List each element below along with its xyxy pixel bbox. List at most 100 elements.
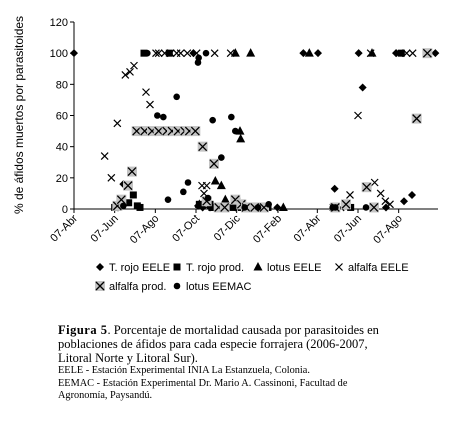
point-t-rojo-eele — [408, 190, 416, 199]
point-alfalfa-prod — [369, 202, 379, 213]
point-lotus-eele — [304, 48, 314, 57]
x-tick-label: 07-Dic — [212, 212, 243, 243]
point-lotus-eemac — [144, 49, 151, 57]
x-tick-label: 07-Ago — [128, 213, 162, 247]
point-alfalfa-prod — [411, 113, 422, 124]
point-alfalfa-eele — [130, 61, 138, 70]
point-alfalfa-eele — [146, 100, 154, 109]
point-lotus-eele — [230, 48, 240, 57]
point-lotus-eele — [216, 180, 226, 190]
point-alfalfa-prod — [361, 182, 372, 193]
point-lotus-eemac — [232, 127, 239, 135]
point-t-rojo-eele — [314, 49, 322, 58]
point-alfalfa-eele — [166, 49, 175, 58]
point-alfalfa-eele — [142, 88, 150, 97]
series-lotus-eele — [194, 48, 377, 211]
point-alfalfa-eele — [160, 49, 169, 58]
x-tick-label: 07-Oct — [170, 213, 202, 245]
caption-note-eemac: EEMAC - Estación Experimental Dr. Mario … — [58, 377, 348, 402]
point-alfalfa-eele — [121, 71, 130, 79]
point-alfalfa-eele — [408, 49, 417, 58]
y-tick-label: 40 — [56, 142, 68, 154]
figure-caption: Figura 5. Porcentaje de mortalidad causa… — [58, 323, 388, 403]
point-lotus-eemac — [173, 93, 180, 101]
point-lotus-eele — [236, 133, 246, 143]
point-alfalfa-eele — [395, 49, 404, 58]
point-lotus-eemac — [254, 204, 262, 211]
legend-label-t-rojo-prod: T. rojo prod. — [186, 262, 244, 274]
point-alfalfa-prod — [116, 194, 127, 205]
legend-marker-t-rojo-eele — [96, 263, 104, 271]
point-t-rojo-eele — [358, 83, 367, 92]
point-lotus-eele — [194, 199, 204, 208]
point-alfalfa-prod — [209, 158, 219, 169]
point-t-rojo-eele — [382, 203, 390, 212]
point-alfalfa-eele — [370, 178, 379, 187]
caption-note-eele: EELE - Estación Experimental INIA La Est… — [58, 365, 310, 376]
point-alfalfa-prod — [219, 202, 230, 213]
legend-label-lotus-eele: lotus EELE — [267, 262, 321, 274]
point-t-rojo-prod — [165, 49, 173, 57]
point-alfalfa-prod — [131, 126, 142, 137]
point-lotus-eemac — [228, 113, 235, 121]
point-alfalfa-eele — [113, 119, 122, 128]
y-tick-label: 0 — [62, 204, 68, 216]
point-alfalfa-eele — [226, 49, 235, 58]
x-tick-label: 07-Abr — [292, 212, 324, 244]
legend-label-t-rojo-eele: T. rojo EELE — [109, 262, 170, 274]
y-axis-label: % de áfidos muertos por parasitoides — [12, 16, 26, 214]
point-t-rojo-prod — [229, 203, 237, 211]
point-lotus-eemac — [195, 54, 202, 62]
legend-marker-alfalfa-eele — [335, 263, 343, 271]
point-alfalfa-eele — [366, 49, 375, 58]
point-lotus-eele — [278, 202, 288, 211]
point-t-rojo-prod — [136, 203, 144, 211]
point-alfalfa-eele — [376, 189, 385, 198]
point-alfalfa-prod — [127, 166, 137, 177]
point-lotus-eemac — [202, 49, 210, 57]
point-lotus-eemac — [241, 204, 248, 211]
point-lotus-eemac — [218, 154, 225, 161]
y-tick-label: 20 — [56, 173, 68, 185]
y-tick-label: 80 — [56, 79, 68, 91]
x-tick-label: 07-Ago — [371, 213, 405, 247]
point-alfalfa-prod — [190, 126, 201, 137]
point-t-rojo-eele — [273, 203, 282, 212]
point-t-rojo-eele — [299, 49, 308, 58]
point-lotus-eemac — [184, 179, 192, 186]
point-t-rojo-eele — [354, 49, 363, 58]
legend-marker-lotus-eele — [253, 262, 263, 271]
point-alfalfa-eele — [346, 191, 354, 199]
caption-label: Figura 5 — [58, 323, 108, 337]
point-lotus-eele — [246, 48, 256, 57]
point-t-rojo-eele — [70, 49, 78, 58]
legend-marker-t-rojo-prod — [173, 263, 181, 271]
series-alfalfa-prod — [112, 48, 433, 213]
legend: T. rojo EELE T. rojo prod. lotus EELE alfal… — [95, 262, 409, 293]
point-lotus-eele — [220, 194, 230, 204]
point-lotus-eemac — [160, 113, 167, 121]
point-alfalfa-eele — [386, 200, 394, 209]
x-tick-label: 07-Jun — [332, 213, 364, 245]
point-lotus-eemac — [164, 196, 172, 203]
x-tick-label: 07-Jun — [89, 213, 121, 245]
point-alfalfa-prod — [341, 199, 351, 210]
point-t-rojo-prod — [125, 199, 133, 207]
point-t-rojo-eele — [400, 197, 408, 206]
point-lotus-eemac — [332, 204, 339, 211]
point-alfalfa-eele — [210, 49, 219, 58]
point-lotus-eemac — [180, 188, 187, 196]
point-t-rojo-eele — [431, 49, 440, 58]
legend-label-lotus-eemac: lotus EEMAC — [186, 281, 251, 293]
point-alfalfa-eele — [126, 67, 134, 76]
point-alfalfa-eele — [354, 111, 362, 120]
point-t-rojo-eele — [330, 184, 339, 193]
x-tick-label: 07-Feb — [251, 213, 284, 246]
point-alfalfa-prod — [422, 48, 433, 59]
caption-text: . Porcentaje de mortalidad causada por p… — [58, 323, 379, 365]
point-lotus-eemac — [154, 112, 161, 119]
legend-marker-lotus-eemac — [173, 282, 181, 290]
point-alfalfa-eele — [176, 49, 185, 58]
